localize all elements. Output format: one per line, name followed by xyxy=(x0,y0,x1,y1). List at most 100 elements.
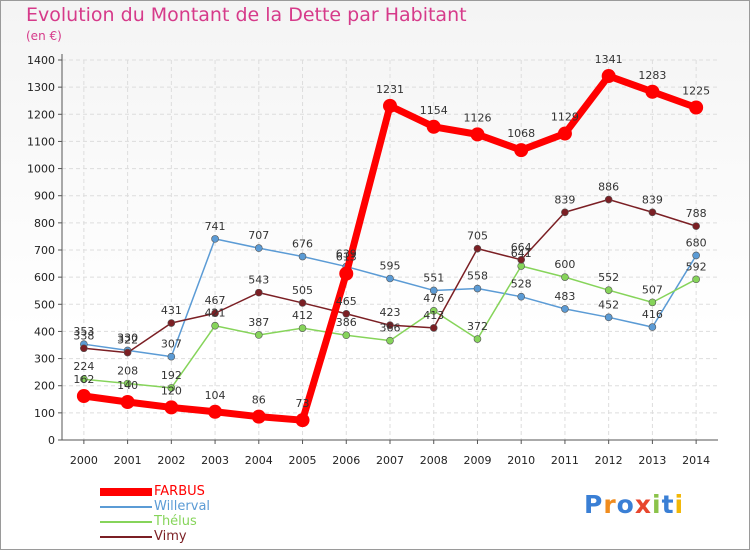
data-point-vimy xyxy=(254,288,263,297)
y-tick-label: 1400 xyxy=(27,54,55,67)
y-tick-label: 0 xyxy=(48,434,55,447)
data-point-th-lus xyxy=(604,286,613,294)
chart-subtitle: (en €) xyxy=(26,29,62,43)
x-tick-label: 2007 xyxy=(376,454,404,467)
data-label-willerval: 676 xyxy=(292,238,313,251)
legend-label-th-lus: Thélus xyxy=(154,514,197,529)
data-label-willerval: 680 xyxy=(686,236,707,249)
data-label-farbus: 1154 xyxy=(420,104,448,117)
data-point-farbus xyxy=(208,404,223,419)
data-point-vimy xyxy=(386,321,394,329)
axes: 0 100 200 300 400 500 600 700 800 900 1000 1100 1200… xyxy=(27,54,718,467)
data-label-farbus: 1231 xyxy=(376,83,404,96)
legend-label-willerval: Willerval xyxy=(154,499,211,514)
data-point-willerval xyxy=(561,305,569,313)
data-point-willerval xyxy=(517,292,526,301)
data-point-willerval xyxy=(386,274,394,283)
data-label-vimy: 505 xyxy=(292,284,313,297)
x-tick-label: 2013 xyxy=(638,454,666,467)
data-point-willerval xyxy=(298,252,307,261)
data-label-th-lus: 224 xyxy=(73,360,94,373)
y-tick-label: 200 xyxy=(34,380,55,393)
data-label-th-lus: 476 xyxy=(423,292,444,305)
y-tick-label: 1000 xyxy=(27,163,55,176)
legend-swatch-vimy xyxy=(100,535,152,538)
legend-swatch-th-lus xyxy=(100,520,152,523)
data-point-farbus xyxy=(601,69,616,84)
data-point-willerval xyxy=(254,244,263,252)
data-point-vimy xyxy=(473,244,482,253)
data-point-vimy xyxy=(517,255,526,264)
data-point-vimy xyxy=(429,324,438,332)
x-tick-label: 2011 xyxy=(551,454,579,467)
data-point-willerval xyxy=(211,235,219,243)
data-label-willerval: 452 xyxy=(598,298,619,311)
data-point-th-lus xyxy=(648,298,657,307)
x-tick-label: 2014 xyxy=(682,454,710,467)
data-label-farbus: 162 xyxy=(73,373,94,386)
data-label-th-lus: 592 xyxy=(686,260,707,273)
data-point-farbus xyxy=(164,400,179,415)
data-label-willerval: 353 xyxy=(73,325,94,338)
y-tick-label: 400 xyxy=(34,325,55,338)
y-tick-label: 300 xyxy=(34,353,55,366)
data-point-farbus xyxy=(251,409,266,424)
data-point-farbus xyxy=(295,413,310,428)
data-label-willerval: 528 xyxy=(511,278,532,291)
data-point-farbus xyxy=(120,395,135,409)
data-point-th-lus xyxy=(692,275,700,284)
x-tick-label: 2008 xyxy=(420,454,448,467)
legend-item-willerval: Willerval xyxy=(100,499,210,514)
data-label-farbus: 1341 xyxy=(595,53,623,66)
x-tick-label: 2009 xyxy=(463,454,491,467)
data-point-vimy xyxy=(648,208,657,217)
x-tick-label: 2010 xyxy=(507,454,535,467)
x-tick-label: 2000 xyxy=(70,454,98,467)
data-point-th-lus xyxy=(211,321,219,330)
data-label-farbus: 104 xyxy=(205,389,226,402)
data-label-th-lus: 641 xyxy=(511,247,532,260)
x-tick-label: 2006 xyxy=(332,454,360,467)
data-label-farbus: 613 xyxy=(336,251,357,264)
y-tick-label: 900 xyxy=(34,190,55,203)
legend-item-th-lus: Thélus xyxy=(100,514,210,529)
data-label-willerval: 741 xyxy=(205,220,226,233)
data-labels: 162 140 120 104 86 73 613 1231 1154 1126 1068 1129 1… xyxy=(73,53,710,410)
data-label-vimy: 338 xyxy=(73,329,94,342)
data-label-willerval: 416 xyxy=(642,308,663,321)
chart-title: Evolution du Montant de la Dette par Hab… xyxy=(26,4,467,26)
data-label-vimy: 886 xyxy=(598,181,619,194)
data-label-vimy: 839 xyxy=(554,193,575,206)
data-label-farbus: 1068 xyxy=(507,127,535,140)
data-label-willerval: 558 xyxy=(467,270,488,283)
data-point-willerval xyxy=(604,313,613,322)
data-point-farbus xyxy=(645,84,660,99)
data-label-th-lus: 208 xyxy=(117,365,138,378)
data-label-vimy: 431 xyxy=(161,304,182,317)
data-point-th-lus xyxy=(167,384,176,392)
data-label-vimy: 465 xyxy=(336,295,357,308)
legend-swatch-willerval xyxy=(100,505,152,508)
data-point-farbus xyxy=(689,100,704,115)
data-label-th-lus: 600 xyxy=(554,258,575,271)
legend-label-farbus: FARBUS xyxy=(154,484,205,499)
data-label-th-lus: 387 xyxy=(248,316,269,329)
legend-label-vimy: Vimy xyxy=(154,529,187,544)
data-point-vimy xyxy=(692,222,700,230)
data-label-th-lus: 421 xyxy=(205,307,226,320)
y-tick-label: 500 xyxy=(34,298,55,311)
data-label-vimy: 467 xyxy=(205,294,226,307)
legend-swatch-farbus xyxy=(100,487,152,496)
legend: FARBUS Willerval Thélus Vimy xyxy=(100,484,210,544)
y-tick-label: 1100 xyxy=(27,135,55,148)
data-label-willerval: 595 xyxy=(380,260,401,273)
data-label-vimy: 788 xyxy=(686,207,707,220)
data-label-willerval: 483 xyxy=(554,290,575,303)
data-point-vimy xyxy=(342,309,351,318)
y-tick-label: 1300 xyxy=(27,81,55,94)
data-point-vimy xyxy=(80,344,88,353)
data-point-vimy xyxy=(561,208,569,217)
data-label-vimy: 413 xyxy=(423,309,444,322)
data-point-vimy xyxy=(167,319,176,327)
data-label-willerval: 707 xyxy=(248,229,269,242)
